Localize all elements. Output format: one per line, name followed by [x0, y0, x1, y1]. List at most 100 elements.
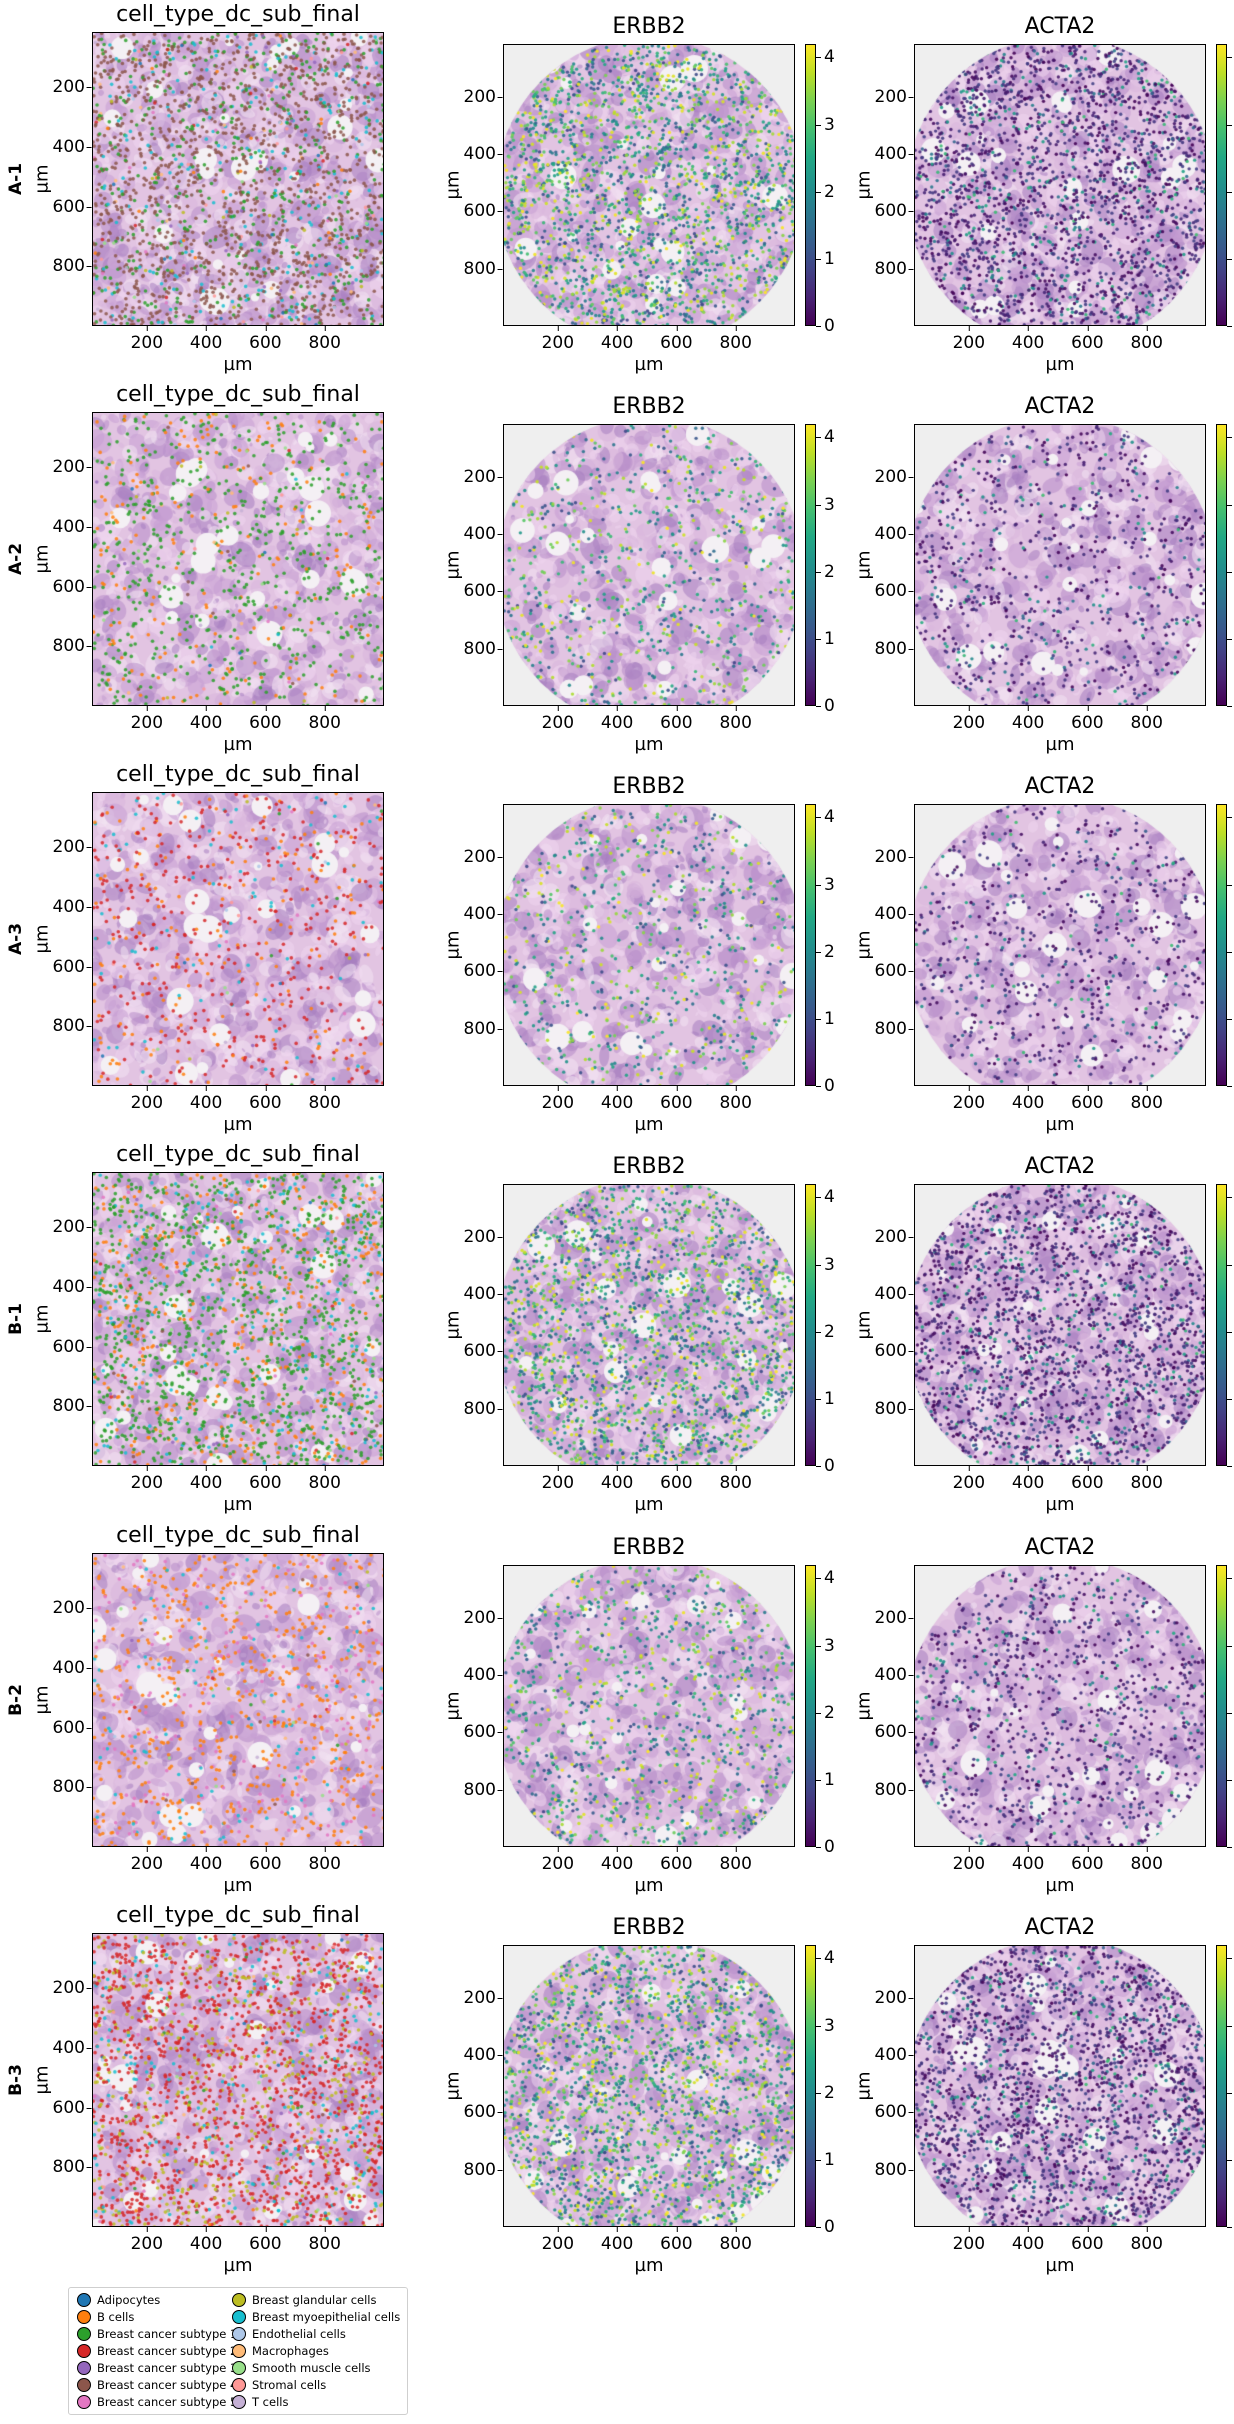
x-tick-label: 200 [953, 1466, 985, 1493]
colorbar-tick-label: 1 [816, 1389, 835, 1409]
colorbar-tick-label: 0 [1227, 1076, 1234, 1096]
y-tick-label: 400 [875, 2045, 915, 2065]
x-tick-label: 400 [601, 2227, 633, 2254]
row-label-text: A-2 [6, 542, 26, 576]
x-axis-label: µm [223, 1875, 253, 1896]
y-tick-label: 600 [875, 961, 915, 981]
colorbar-tick-label: 0 [816, 316, 835, 336]
colorbar-tick-label: 0 [1227, 2217, 1234, 2237]
x-tick-label: 400 [190, 1466, 222, 1493]
panel-title-gene: ACTA2 [1024, 1154, 1096, 1179]
y-tick-label: 600 [464, 201, 504, 221]
y-axis-label: µm [442, 550, 464, 580]
colorbar-tick-label: 3 [1227, 1255, 1234, 1275]
legend-swatch [232, 2326, 246, 2341]
legend-label: Endothelial cells [252, 2326, 346, 2341]
gene-expression-spatial-plot [914, 1945, 1206, 2227]
x-tick-label: 800 [1130, 1847, 1163, 1874]
x-tick-label: 200 [542, 1466, 574, 1493]
panel-title-gene: ACTA2 [1024, 14, 1096, 39]
spot-scatter [504, 1185, 794, 1465]
y-tick-label: 800 [464, 259, 504, 279]
x-tick-label: 200 [131, 2227, 163, 2254]
row-label-text: B-1 [6, 1303, 26, 1335]
y-tick-label: 800 [53, 1777, 93, 1797]
gene-expression-spatial-plot [914, 804, 1206, 1086]
legend-swatch [77, 2343, 91, 2358]
x-tick-label: 800 [719, 706, 752, 733]
x-tick-label: 800 [1130, 326, 1163, 353]
y-axis-label: µm [442, 930, 464, 960]
x-tick-label: 800 [719, 1847, 752, 1874]
legend-swatch [232, 2394, 246, 2409]
panel-title-cell-type: cell_type_dc_sub_final [116, 1523, 360, 1548]
y-tick-label: 600 [875, 1341, 915, 1361]
colorbar-tick-label: 3 [816, 2016, 835, 2036]
y-tick-label: 200 [464, 1608, 504, 1628]
x-tick-label: 200 [131, 1466, 163, 1493]
colorbar-tick-label: 3 [1227, 1636, 1234, 1656]
spot-scatter [504, 1566, 794, 1846]
x-tick-label: 400 [190, 2227, 222, 2254]
y-tick-label: 400 [875, 1665, 915, 1685]
spot-scatter [915, 1185, 1205, 1465]
y-tick-label: 600 [53, 2098, 93, 2118]
y-tick-label: 600 [464, 961, 504, 981]
legend-swatch [232, 2309, 246, 2324]
spot-scatter [93, 33, 383, 325]
x-tick-label: 800 [719, 1466, 752, 1493]
x-tick-label: 800 [1130, 706, 1163, 733]
x-tick-label: 400 [601, 1847, 633, 1874]
x-tick-label: 400 [601, 706, 633, 733]
x-tick-label: 600 [660, 1847, 693, 1874]
x-tick-label: 600 [249, 2227, 282, 2254]
panel-title-gene: ACTA2 [1024, 1915, 1096, 1940]
colorbar-tick-label: 2 [1227, 2083, 1234, 2103]
colorbar [1216, 1184, 1227, 1466]
panel-title-gene: ERBB2 [612, 1915, 686, 1940]
colorbar [805, 1184, 816, 1466]
y-tick-label: 600 [875, 2102, 915, 2122]
legend-item: Breast cancer subtype 4 [77, 2377, 237, 2392]
colorbar-tick-label: 0 [816, 1456, 835, 1476]
y-axis-label: µm [31, 2065, 53, 2095]
legend-swatch [77, 2394, 91, 2409]
x-tick-label: 200 [131, 1847, 163, 1874]
colorbar-tick-label: 1 [1227, 629, 1234, 649]
colorbar-tick-label: 0 [1227, 1456, 1234, 1476]
legend-swatch [77, 2377, 91, 2392]
x-axis-label: µm [223, 1494, 253, 1515]
y-tick-label: 400 [53, 1658, 93, 1678]
panel-title-gene: ACTA2 [1024, 774, 1096, 799]
x-tick-label: 400 [1012, 1086, 1044, 1113]
gene-expression-spatial-plot [503, 1945, 795, 2227]
colorbar [805, 1565, 816, 1847]
x-axis-label: µm [1045, 2255, 1075, 2276]
y-tick-label: 600 [53, 577, 93, 597]
x-tick-label: 600 [1071, 326, 1104, 353]
cell-type-spatial-plot [92, 792, 384, 1086]
colorbar-tick-label: 3 [816, 1255, 835, 1275]
panel-title-cell-type: cell_type_dc_sub_final [116, 762, 360, 787]
legend-label: Breast myoepithelial cells [252, 2309, 401, 2324]
y-tick-label: 400 [53, 137, 93, 157]
panel-title-gene: ERBB2 [612, 14, 686, 39]
cell-type-spatial-plot [92, 32, 384, 326]
y-tick-label: 200 [875, 1988, 915, 2008]
x-axis-label: µm [223, 2255, 253, 2276]
colorbar-tick-label: 1 [816, 1770, 835, 1790]
colorbar-tick-label: 1 [1227, 1389, 1234, 1409]
y-axis-label: µm [442, 1691, 464, 1721]
x-tick-label: 200 [131, 1086, 163, 1113]
colorbar [1216, 44, 1227, 326]
legend-item: Smooth muscle cells [232, 2360, 371, 2375]
colorbar-tick-label: 2 [816, 1322, 835, 1342]
colorbar [1216, 1945, 1227, 2227]
x-tick-label: 800 [719, 2227, 752, 2254]
legend-label: Breast cancer subtype 4 [97, 2377, 238, 2392]
x-tick-label: 800 [1130, 1086, 1163, 1113]
colorbar-tick-label: 2 [1227, 562, 1234, 582]
spot-scatter [504, 805, 794, 1085]
x-tick-label: 200 [953, 1847, 985, 1874]
colorbar-tick-label: 3 [816, 1636, 835, 1656]
